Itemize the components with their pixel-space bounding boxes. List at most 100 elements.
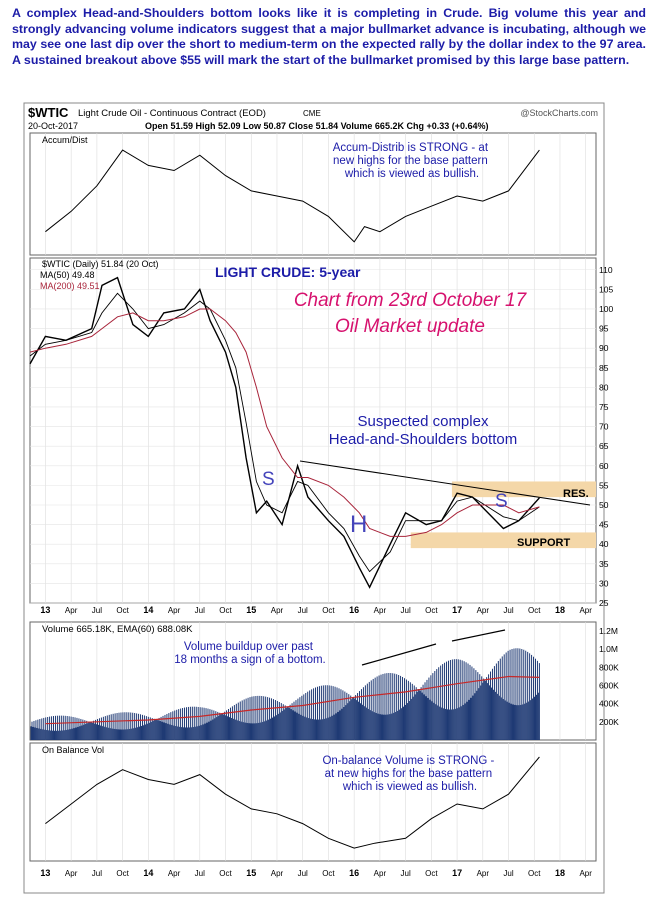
- volume-legend: Volume 665.18K, EMA(60) 688.08K: [42, 624, 193, 635]
- chart-frame: [23, 102, 605, 894]
- y-tick-label: 60: [599, 461, 609, 471]
- chart-quote: Open 51.59 High 52.09 Low 50.87 Close 51…: [145, 121, 489, 131]
- hs-note-2: Head-and-Shoulders bottom: [329, 431, 517, 448]
- right-shoulder-label: S: [495, 491, 508, 512]
- head-label: H: [350, 511, 367, 538]
- volume-tick-label: 600K: [599, 681, 619, 691]
- volume-tick-label: 1.0M: [599, 644, 618, 654]
- res-label: RES.: [563, 488, 589, 500]
- x-tick-label: Jul: [195, 869, 205, 878]
- obv-legend: On Balance Vol: [42, 745, 104, 755]
- x-tick-label: Apr: [271, 606, 284, 615]
- hs-note-1: Suspected complex: [358, 413, 489, 430]
- x-tick-label: Oct: [322, 606, 335, 615]
- accum-legend: Accum/Dist: [42, 135, 88, 145]
- x-tick-label: Oct: [219, 869, 232, 878]
- intro-text: A complex Head-and-Shoulders bottom look…: [12, 6, 646, 67]
- x-tick-label: 18: [555, 868, 565, 878]
- y-tick-label: 65: [599, 441, 609, 451]
- x-tick-label: 16: [349, 605, 359, 615]
- chart-name: Light Crude Oil - Continuous Contract (E…: [78, 108, 266, 119]
- y-tick-label: 110: [599, 265, 613, 275]
- x-tick-label: Apr: [168, 606, 181, 615]
- x-tick-label: Apr: [579, 606, 592, 615]
- chart-exchange: CME: [303, 109, 321, 118]
- y-tick-label: 105: [599, 284, 613, 294]
- x-tick-label: Jul: [401, 869, 411, 878]
- x-tick-label: Jul: [298, 606, 308, 615]
- y-tick-label: 95: [599, 324, 609, 334]
- y-tick-label: 75: [599, 402, 609, 412]
- ma50-legend: MA(50) 49.48: [40, 270, 95, 280]
- accum-annotation: Accum-Distrib is STRONG - at new highs f…: [333, 142, 491, 180]
- price-line: [29, 276, 540, 589]
- x-tick-label: Apr: [477, 869, 490, 878]
- x-tick-label: Oct: [219, 606, 232, 615]
- x-tick-label: 14: [143, 868, 153, 878]
- resistance-band: [451, 481, 596, 498]
- x-tick-label: 13: [40, 868, 50, 878]
- y-tick-label: 25: [599, 598, 609, 608]
- y-tick-label: 70: [599, 422, 609, 432]
- y-tick-label: 50: [599, 500, 609, 510]
- x-tick-label: 16: [349, 868, 359, 878]
- magenta-note-2: Oil Market update: [335, 316, 485, 337]
- y-tick-label: 80: [599, 382, 609, 392]
- x-tick-label: Apr: [374, 869, 387, 878]
- ma200-legend: MA(200) 49.51: [40, 281, 100, 291]
- x-tick-label: Jul: [298, 869, 308, 878]
- x-tick-label: Jul: [195, 606, 205, 615]
- x-tick-label: 15: [246, 868, 256, 878]
- obv-panel: [29, 742, 597, 862]
- price-title: LIGHT CRUDE: 5-year: [215, 264, 361, 280]
- chart-symbol: $WTIC: [28, 105, 69, 120]
- x-tick-label: Oct: [116, 606, 129, 615]
- price-legend: $WTIC (Daily) 51.84 (20 Oct): [42, 259, 159, 269]
- x-tick-label: 17: [452, 605, 462, 615]
- x-tick-label: 15: [246, 605, 256, 615]
- volume-tick-label: 200K: [599, 717, 619, 727]
- x-tick-label: 14: [143, 605, 153, 615]
- y-tick-label: 90: [599, 343, 609, 353]
- chart-date: 20-Oct-2017: [28, 121, 78, 131]
- ma50-line: [29, 292, 540, 573]
- left-shoulder-label: S: [262, 469, 275, 490]
- x-tick-label: Jul: [92, 869, 102, 878]
- x-tick-label: 17: [452, 868, 462, 878]
- x-tick-label: 18: [555, 605, 565, 615]
- x-tick-label: Apr: [374, 606, 387, 615]
- accum-panel: [29, 132, 597, 256]
- y-tick-label: 35: [599, 559, 609, 569]
- x-tick-label: Apr: [168, 869, 181, 878]
- x-tick-label: Oct: [425, 606, 438, 615]
- y-tick-label: 55: [599, 480, 609, 490]
- volume-trend-2: [451, 629, 506, 642]
- x-tick-label: Apr: [477, 606, 490, 615]
- x-tick-label: Apr: [65, 606, 78, 615]
- volume-trend-1: [361, 643, 437, 666]
- chart-credit: @StockCharts.com: [520, 108, 598, 118]
- volume-tick-label: 1.2M: [599, 626, 618, 636]
- y-tick-label: 30: [599, 578, 609, 588]
- x-tick-label: Oct: [425, 869, 438, 878]
- y-tick-label: 100: [599, 304, 613, 314]
- y-tick-label: 85: [599, 363, 609, 373]
- volume-annotation: Volume buildup over past 18 months a sig…: [174, 641, 326, 666]
- y-tick-label: 40: [599, 539, 609, 549]
- x-tick-label: Oct: [322, 869, 335, 878]
- x-tick-label: Oct: [528, 606, 541, 615]
- ema-line: [45, 675, 540, 725]
- volume-tick-label: 400K: [599, 699, 619, 709]
- x-tick-label: Jul: [503, 606, 513, 615]
- obv-annotation: On-balance Volume is STRONG - at new hig…: [322, 755, 497, 793]
- neckline: [299, 460, 591, 506]
- support-band: [410, 532, 596, 549]
- x-tick-label: Oct: [528, 869, 541, 878]
- x-tick-label: Apr: [271, 869, 284, 878]
- obv-line: [45, 756, 540, 849]
- x-tick-label: Jul: [503, 869, 513, 878]
- x-tick-label: Apr: [579, 869, 592, 878]
- x-tick-label: Jul: [401, 606, 411, 615]
- support-label: SUPPORT: [517, 537, 570, 549]
